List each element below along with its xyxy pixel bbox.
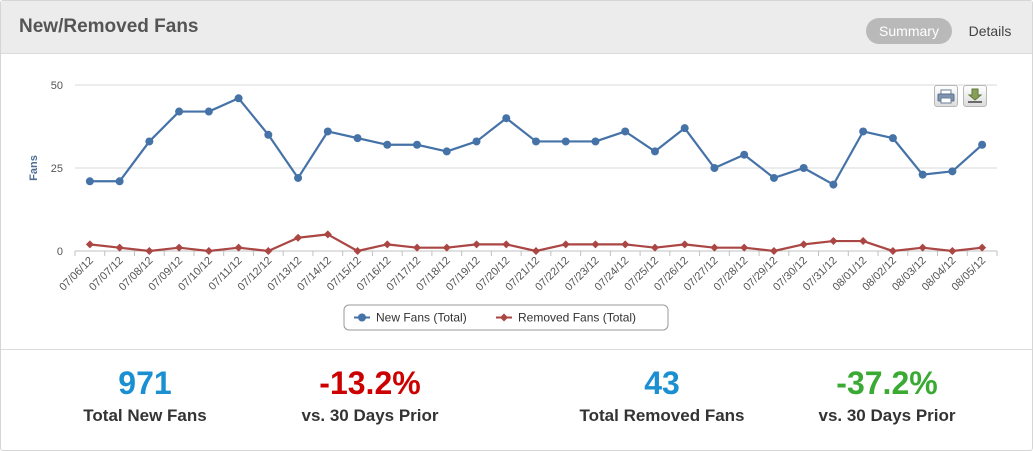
data-point bbox=[145, 247, 154, 255]
export-button[interactable] bbox=[963, 85, 987, 107]
stat-label: Total Removed Fans bbox=[579, 406, 745, 425]
data-point bbox=[948, 247, 957, 255]
printer-icon bbox=[937, 89, 955, 104]
data-point bbox=[591, 137, 600, 146]
data-point bbox=[294, 173, 303, 182]
data-point bbox=[234, 94, 243, 103]
data-point bbox=[323, 230, 332, 239]
data-point bbox=[621, 127, 630, 136]
data-point bbox=[204, 107, 213, 116]
data-point bbox=[561, 240, 570, 249]
stat-total-removed-fans: 43 Total Removed Fans bbox=[547, 361, 777, 427]
data-point bbox=[353, 247, 362, 255]
data-point bbox=[769, 247, 778, 255]
data-point bbox=[413, 243, 422, 252]
data-point bbox=[472, 240, 481, 249]
stat-total-new-fans: 971 Total New Fans bbox=[45, 361, 245, 427]
data-point bbox=[799, 240, 808, 249]
data-point bbox=[740, 243, 749, 252]
stat-value: 43 bbox=[644, 365, 680, 401]
data-point bbox=[413, 140, 422, 149]
y-tick-label: 25 bbox=[51, 163, 63, 175]
data-point bbox=[888, 134, 897, 143]
legend-marker bbox=[358, 313, 366, 322]
data-point bbox=[294, 233, 303, 242]
stat-value: -13.2% bbox=[319, 365, 421, 401]
data-point bbox=[769, 173, 778, 182]
data-point bbox=[948, 167, 957, 176]
data-point bbox=[353, 134, 362, 143]
stat-label: Total New Fans bbox=[83, 406, 207, 425]
data-point bbox=[234, 243, 243, 252]
data-point bbox=[710, 243, 719, 252]
data-point bbox=[680, 240, 689, 249]
data-point bbox=[918, 243, 927, 252]
stat-removed-fans-change: -37.2% vs. 30 Days Prior bbox=[782, 361, 992, 427]
data-point bbox=[502, 240, 511, 249]
data-point bbox=[532, 247, 540, 255]
data-point bbox=[829, 237, 838, 246]
data-point bbox=[888, 247, 897, 255]
data-point bbox=[323, 127, 332, 136]
data-point bbox=[145, 137, 154, 146]
data-point bbox=[621, 240, 630, 249]
data-point bbox=[650, 243, 659, 252]
data-point bbox=[383, 140, 392, 149]
tab-details[interactable]: Details bbox=[968, 23, 1012, 39]
data-point bbox=[442, 147, 451, 156]
data-point bbox=[740, 150, 749, 159]
legend-label: New Fans (Total) bbox=[376, 311, 467, 325]
legend-label: Removed Fans (Total) bbox=[518, 311, 636, 325]
data-point bbox=[859, 237, 868, 246]
stat-label: vs. 30 Days Prior bbox=[818, 406, 956, 425]
data-point bbox=[85, 240, 94, 249]
data-point bbox=[115, 243, 124, 252]
data-point bbox=[264, 247, 273, 255]
data-point bbox=[532, 137, 540, 146]
data-point bbox=[472, 137, 481, 146]
data-point bbox=[680, 124, 689, 133]
data-point bbox=[799, 164, 808, 172]
data-point bbox=[978, 243, 987, 252]
data-point bbox=[85, 177, 94, 186]
data-point bbox=[264, 130, 273, 139]
line-chart: 0 25 50 Fans 07/06/12 07/07/12 07/08/12 07/09/1… bbox=[1, 54, 1032, 349]
data-point bbox=[591, 240, 600, 249]
stat-new-fans-change: -13.2% vs. 30 Days Prior bbox=[265, 361, 475, 427]
data-point bbox=[502, 114, 511, 123]
data-point bbox=[383, 240, 392, 249]
data-point bbox=[859, 127, 868, 136]
data-point bbox=[442, 243, 451, 252]
y-tick-label: 50 bbox=[51, 80, 63, 92]
legend-marker bbox=[500, 313, 508, 322]
data-point bbox=[650, 147, 659, 156]
data-point bbox=[175, 107, 184, 116]
data-point bbox=[175, 243, 184, 252]
data-point bbox=[918, 170, 927, 179]
panel-header: New/Removed Fans Summary Details bbox=[1, 1, 1032, 54]
data-point bbox=[115, 177, 124, 186]
tab-summary[interactable]: Summary bbox=[866, 18, 952, 44]
stat-value: -37.2% bbox=[836, 365, 938, 401]
download-icon bbox=[967, 88, 983, 103]
divider bbox=[1, 349, 1032, 350]
data-point bbox=[978, 140, 987, 149]
data-point bbox=[204, 247, 213, 255]
y-tick-label: 0 bbox=[57, 246, 63, 258]
stat-label: vs. 30 Days Prior bbox=[301, 406, 439, 425]
data-point bbox=[829, 180, 838, 189]
data-point bbox=[710, 164, 719, 172]
stat-value: 971 bbox=[118, 365, 172, 401]
y-axis-label: Fans bbox=[28, 155, 40, 181]
chart-svg: 02550Fans07/06/1207/07/1207/08/1207/09/1… bbox=[28, 80, 998, 331]
data-point bbox=[561, 137, 570, 146]
print-button[interactable] bbox=[934, 85, 958, 107]
panel-title: New/Removed Fans bbox=[19, 16, 199, 37]
